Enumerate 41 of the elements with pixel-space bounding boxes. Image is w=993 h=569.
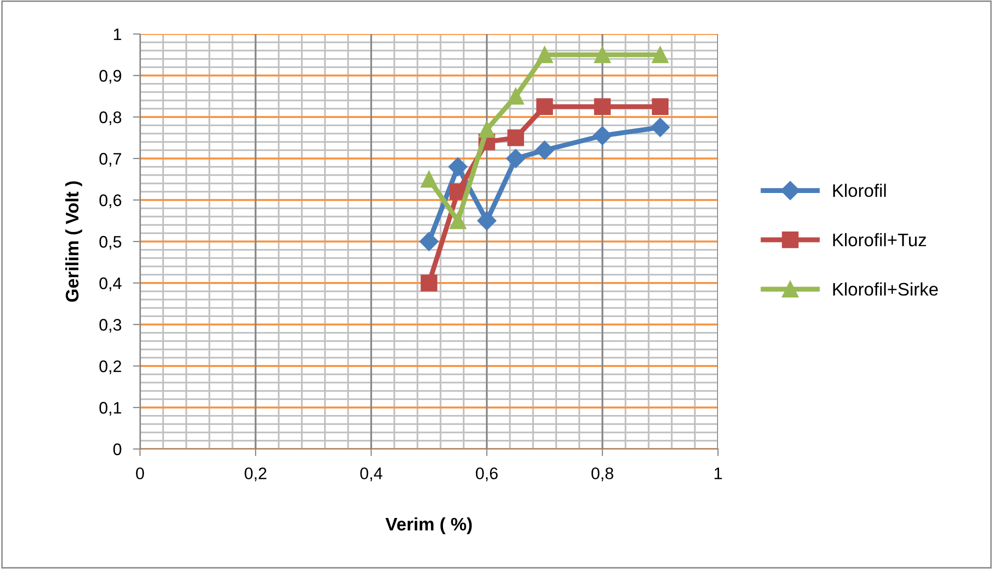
point — [652, 98, 669, 115]
y-tick-label: 0,2 — [99, 360, 122, 374]
y-axis-title: Gerilim ( Volt ) — [65, 181, 82, 302]
y-tick-label: 0,5 — [99, 236, 122, 250]
point — [506, 148, 526, 168]
y-tick-label: 0,4 — [99, 277, 122, 292]
point — [450, 212, 466, 230]
point — [477, 211, 496, 230]
y-tick-label: 0,9 — [99, 70, 122, 84]
legend-label: Klorofil+Tuz — [833, 233, 926, 246]
x-axis-title: Verim ( %) — [385, 517, 472, 534]
x-tick-label: 0 — [136, 467, 144, 480]
point — [594, 98, 611, 115]
point — [448, 157, 468, 176]
y-tick-label: 0,6 — [99, 194, 122, 208]
x-tick-label: 0,6 — [476, 467, 498, 482]
point — [594, 46, 611, 64]
y-tick-label: 0 — [113, 443, 122, 456]
x-tick-label: 1 — [714, 468, 722, 480]
point — [536, 46, 553, 64]
y-tick-label: 0,8 — [99, 111, 122, 126]
point — [652, 46, 669, 64]
x-tick-label: 0,4 — [360, 467, 382, 482]
y-tick-label: 0,1 — [99, 402, 122, 416]
point — [420, 170, 438, 188]
point — [536, 98, 553, 115]
point — [507, 88, 524, 105]
point — [419, 232, 439, 252]
point — [507, 129, 524, 146]
point — [650, 118, 670, 137]
x-tick-label: 0,2 — [244, 467, 266, 482]
y-tick-label: 0,7 — [99, 152, 122, 167]
point — [592, 126, 612, 146]
point — [420, 274, 438, 292]
y-tick-label: 0,3 — [99, 318, 122, 333]
point — [478, 121, 496, 138]
point — [535, 140, 554, 160]
legend-label: Klorofil+Sirke — [833, 282, 938, 296]
x-tick-label: 0,8 — [591, 467, 614, 482]
y-tick-label: 1 — [114, 28, 122, 40]
legend-label: Klorofil — [833, 184, 886, 198]
